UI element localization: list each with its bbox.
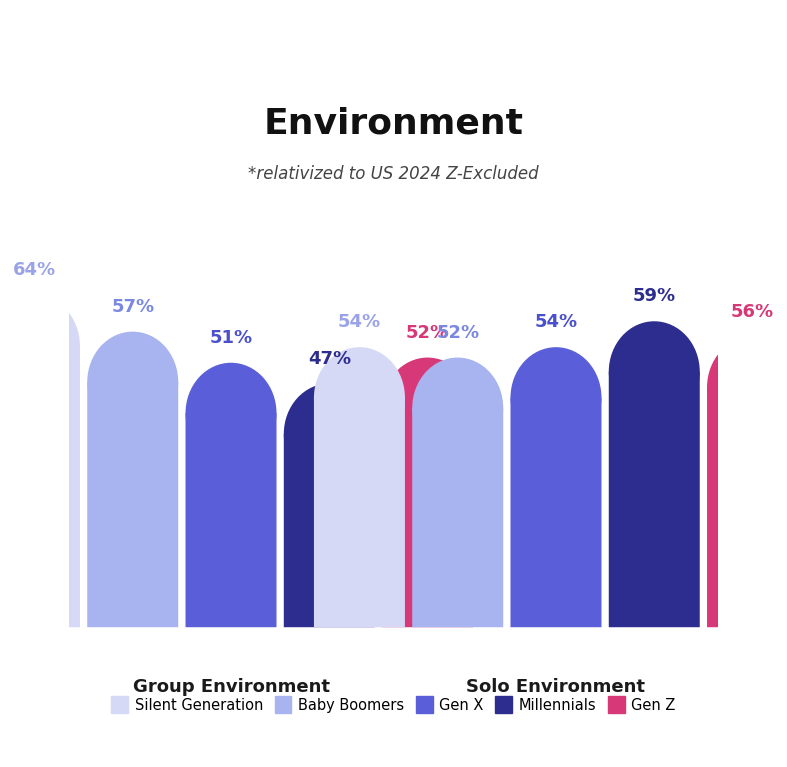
Text: *relativized to US 2024 Z-Excluded: *relativized to US 2024 Z-Excluded <box>248 165 539 183</box>
FancyBboxPatch shape <box>284 434 375 627</box>
FancyBboxPatch shape <box>609 372 700 627</box>
Ellipse shape <box>314 347 405 448</box>
Ellipse shape <box>0 295 80 397</box>
Text: Solo Environment: Solo Environment <box>467 677 645 696</box>
Legend: Silent Generation, Baby Boomers, Gen X, Millennials, Gen Z: Silent Generation, Baby Boomers, Gen X, … <box>112 698 675 713</box>
Ellipse shape <box>707 337 787 438</box>
Text: 52%: 52% <box>436 324 479 342</box>
Ellipse shape <box>87 331 178 433</box>
Text: 51%: 51% <box>209 329 253 347</box>
FancyBboxPatch shape <box>87 382 178 627</box>
Text: Environment: Environment <box>264 107 523 141</box>
Text: 47%: 47% <box>308 350 351 367</box>
Text: 59%: 59% <box>633 288 676 305</box>
Ellipse shape <box>412 357 503 459</box>
FancyBboxPatch shape <box>186 413 276 627</box>
Text: 56%: 56% <box>731 303 774 321</box>
Text: 54%: 54% <box>338 314 381 331</box>
Text: 54%: 54% <box>534 314 578 331</box>
FancyBboxPatch shape <box>412 408 503 627</box>
Text: 52%: 52% <box>406 324 449 342</box>
Ellipse shape <box>382 357 473 459</box>
FancyBboxPatch shape <box>382 408 473 627</box>
FancyBboxPatch shape <box>707 387 787 627</box>
Text: Group Environment: Group Environment <box>132 677 330 696</box>
Ellipse shape <box>284 384 375 484</box>
Ellipse shape <box>186 363 276 463</box>
Ellipse shape <box>511 347 601 448</box>
Ellipse shape <box>609 321 700 422</box>
Text: 57%: 57% <box>111 298 154 316</box>
FancyBboxPatch shape <box>314 397 405 627</box>
FancyBboxPatch shape <box>511 397 601 627</box>
Text: 64%: 64% <box>13 262 56 279</box>
FancyBboxPatch shape <box>0 346 80 627</box>
